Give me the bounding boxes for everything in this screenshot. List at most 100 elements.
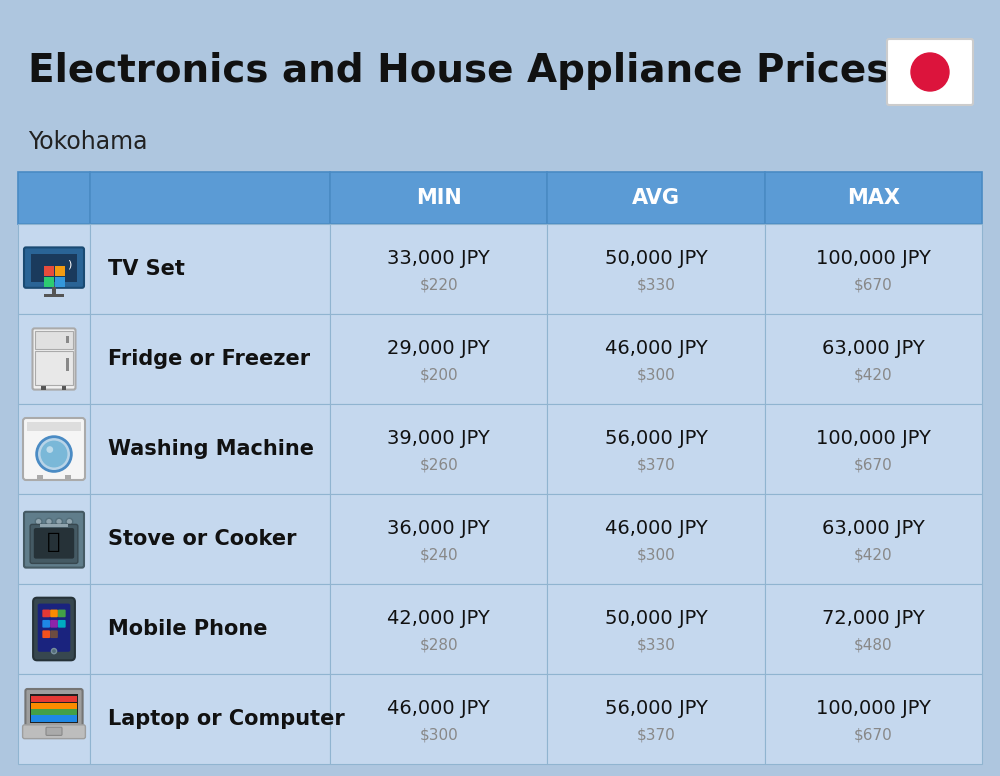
Bar <box>31 709 77 715</box>
Text: 100,000 JPY: 100,000 JPY <box>816 429 931 449</box>
Text: $480: $480 <box>854 638 893 653</box>
Bar <box>330 314 547 404</box>
Text: 42,000 JPY: 42,000 JPY <box>387 609 490 629</box>
Bar <box>31 715 77 722</box>
Bar <box>90 404 330 494</box>
Text: 100,000 JPY: 100,000 JPY <box>816 250 931 268</box>
Bar <box>90 674 330 764</box>
Bar <box>65 475 71 479</box>
FancyBboxPatch shape <box>23 725 85 739</box>
Bar <box>44 294 64 297</box>
Text: 63,000 JPY: 63,000 JPY <box>822 340 925 359</box>
Text: $280: $280 <box>419 638 458 653</box>
Bar <box>90 224 330 314</box>
Bar <box>765 224 982 314</box>
Circle shape <box>35 518 42 525</box>
FancyBboxPatch shape <box>50 620 58 628</box>
Text: $300: $300 <box>637 548 675 563</box>
Text: 46,000 JPY: 46,000 JPY <box>605 519 707 539</box>
Text: $300: $300 <box>419 728 458 743</box>
Circle shape <box>911 53 949 91</box>
Bar <box>55 277 65 287</box>
Bar <box>547 674 765 764</box>
Bar <box>765 584 982 674</box>
Circle shape <box>46 518 52 525</box>
Bar <box>330 674 547 764</box>
Bar <box>66 335 69 344</box>
Bar <box>30 694 78 723</box>
Text: $670: $670 <box>854 728 893 743</box>
FancyBboxPatch shape <box>33 598 75 660</box>
Circle shape <box>66 518 73 525</box>
Text: $330: $330 <box>637 638 675 653</box>
Bar <box>18 404 90 494</box>
Bar <box>18 584 90 674</box>
Bar <box>330 172 547 224</box>
Bar <box>62 386 66 390</box>
Text: MAX: MAX <box>847 188 900 208</box>
Bar <box>55 266 65 276</box>
FancyBboxPatch shape <box>24 512 84 567</box>
Text: 46,000 JPY: 46,000 JPY <box>605 340 707 359</box>
Bar <box>31 702 77 708</box>
Circle shape <box>37 437 71 471</box>
Text: TV Set: TV Set <box>108 259 185 279</box>
Bar <box>90 314 330 404</box>
Text: $240: $240 <box>419 548 458 563</box>
Text: AVG: AVG <box>632 188 680 208</box>
Bar <box>547 494 765 584</box>
Text: 39,000 JPY: 39,000 JPY <box>387 429 490 449</box>
FancyBboxPatch shape <box>58 609 66 617</box>
Bar <box>44 266 54 276</box>
Text: 🔥: 🔥 <box>47 532 61 553</box>
Text: Washing Machine: Washing Machine <box>108 439 314 459</box>
FancyBboxPatch shape <box>25 689 83 728</box>
Bar <box>765 172 982 224</box>
Bar <box>765 404 982 494</box>
Bar <box>37 475 43 479</box>
Bar <box>66 358 69 371</box>
Bar <box>765 674 982 764</box>
Bar <box>765 494 982 584</box>
Text: $670: $670 <box>854 458 893 473</box>
FancyBboxPatch shape <box>58 620 66 628</box>
Bar <box>330 494 547 584</box>
Text: $330: $330 <box>637 278 675 293</box>
Text: 63,000 JPY: 63,000 JPY <box>822 519 925 539</box>
FancyBboxPatch shape <box>46 727 62 736</box>
Circle shape <box>56 518 62 525</box>
FancyBboxPatch shape <box>50 609 58 617</box>
Bar <box>31 696 77 702</box>
Text: $220: $220 <box>419 278 458 293</box>
FancyBboxPatch shape <box>887 39 973 105</box>
FancyBboxPatch shape <box>30 525 78 563</box>
Text: 33,000 JPY: 33,000 JPY <box>387 250 490 268</box>
Bar <box>330 224 547 314</box>
Bar <box>44 277 54 287</box>
FancyBboxPatch shape <box>38 604 70 652</box>
Text: 72,000 JPY: 72,000 JPY <box>822 609 925 629</box>
Text: 56,000 JPY: 56,000 JPY <box>605 429 707 449</box>
Bar <box>547 172 765 224</box>
Text: Yokohama: Yokohama <box>28 130 148 154</box>
Bar <box>330 584 547 674</box>
Bar <box>90 172 330 224</box>
FancyBboxPatch shape <box>23 418 85 480</box>
FancyBboxPatch shape <box>24 248 84 288</box>
Bar <box>27 422 81 431</box>
Bar <box>18 224 90 314</box>
Text: Fridge or Freezer: Fridge or Freezer <box>108 349 310 369</box>
Text: ): ) <box>67 260 72 270</box>
Bar <box>18 172 90 224</box>
Circle shape <box>46 446 53 453</box>
Circle shape <box>41 441 67 467</box>
Text: $420: $420 <box>854 548 893 563</box>
Text: 50,000 JPY: 50,000 JPY <box>605 609 707 629</box>
Bar <box>330 404 547 494</box>
Text: 50,000 JPY: 50,000 JPY <box>605 250 707 268</box>
Bar <box>18 494 90 584</box>
Text: $370: $370 <box>637 458 675 473</box>
Bar <box>90 494 330 584</box>
Text: 100,000 JPY: 100,000 JPY <box>816 699 931 719</box>
Text: 36,000 JPY: 36,000 JPY <box>387 519 490 539</box>
